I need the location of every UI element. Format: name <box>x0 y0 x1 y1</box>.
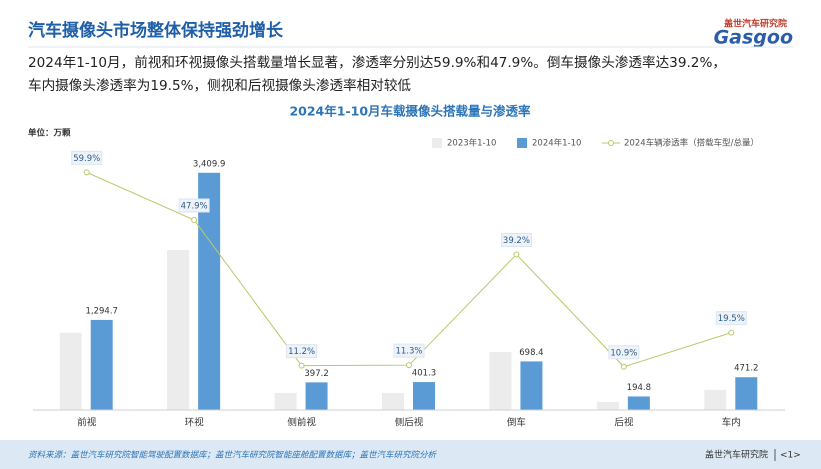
line-marker <box>298 362 305 369</box>
x-tick-label: 后视 <box>614 417 634 429</box>
chart-title: 2024年1-10月车载摄像头搭载量与渗透率 <box>289 104 531 119</box>
bar <box>520 361 543 410</box>
legend-label: 2023年1-10 <box>447 138 496 149</box>
line-marker <box>513 251 520 258</box>
x-tick-label: 倒车 <box>507 417 526 429</box>
x-tick-label: 环视 <box>185 417 205 429</box>
bar <box>274 392 297 410</box>
line-marker <box>620 363 627 370</box>
bar <box>627 396 650 410</box>
value-label: 19.5% <box>718 314 745 324</box>
label-box <box>71 150 103 165</box>
value-label: 471.2 <box>734 364 758 374</box>
line-marker <box>83 169 90 176</box>
bar <box>382 392 404 410</box>
value-label: 11.3% <box>395 347 422 357</box>
value-label: 3,409.9 <box>193 159 225 169</box>
bar <box>90 319 113 410</box>
bar <box>704 389 727 410</box>
label-box <box>500 232 532 247</box>
value-label: 10.9% <box>610 348 637 358</box>
x-tick-label: 侧后视 <box>395 417 424 429</box>
paragraph-line: 2024年1-10月，前视和环视摄像头搭载量增长显著，渗透率分别达59.9%和4… <box>28 54 726 71</box>
x-tick-label: 侧前视 <box>287 417 316 429</box>
legend-marker <box>608 140 614 146</box>
line-marker <box>728 329 735 336</box>
bar <box>596 402 619 410</box>
line-marker <box>406 362 412 369</box>
label-box <box>715 311 747 326</box>
value-label: 39.2% <box>503 236 530 246</box>
line-marker <box>191 216 198 223</box>
source-note: 资料来源：盖世汽车研究院智能驾驶配置数据库；盖世汽车研究院智能座舱配置数据库；盖… <box>28 450 438 461</box>
value-label: 59.9% <box>73 154 100 164</box>
label-box <box>286 344 318 359</box>
bar <box>59 332 82 410</box>
legend-swatch <box>517 138 527 148</box>
bar <box>167 250 190 410</box>
x-tick-label: 前视 <box>77 417 97 429</box>
unit-label: 单位：万颗 <box>28 128 71 139</box>
bar <box>735 377 758 410</box>
value-label: 1,294.7 <box>85 306 117 316</box>
bar <box>489 351 512 410</box>
value-label: 397.2 <box>304 369 328 379</box>
bar <box>305 382 328 410</box>
legend-swatch <box>432 138 442 148</box>
value-label: 47.9% <box>181 201 208 211</box>
label-box <box>178 198 210 213</box>
bar <box>413 382 435 410</box>
legend-label: 2024车辆渗透率（搭载车型/总量） <box>624 138 759 149</box>
x-tick-label: 车内 <box>722 417 741 429</box>
label-box <box>608 345 640 360</box>
label-box <box>393 343 425 358</box>
value-label: 698.4 <box>519 348 543 358</box>
plot: 2023年1-10 2024年1-10 2024车辆渗透率（搭载车型/总量） 1,29… <box>33 138 785 429</box>
logo-en: Gasgoo <box>714 27 793 49</box>
footer-org: 盖世汽车研究院 <box>705 449 768 461</box>
logo-cn: 盖世汽车研究院 <box>724 18 787 30</box>
legend-label: 2024年1-10 <box>532 138 581 149</box>
value-label: 401.3 <box>412 369 436 379</box>
page-number: <1> <box>780 451 801 461</box>
footer-band <box>0 440 821 469</box>
value-label: 194.8 <box>627 383 651 393</box>
value-label: 11.2% <box>288 347 315 357</box>
slide-title: 汽车摄像头市场整体保持强劲增长 <box>28 20 284 41</box>
paragraph-line: 车内摄像头渗透率为19.5%，侧视和后视摄像头渗透率相对较低 <box>28 77 411 94</box>
